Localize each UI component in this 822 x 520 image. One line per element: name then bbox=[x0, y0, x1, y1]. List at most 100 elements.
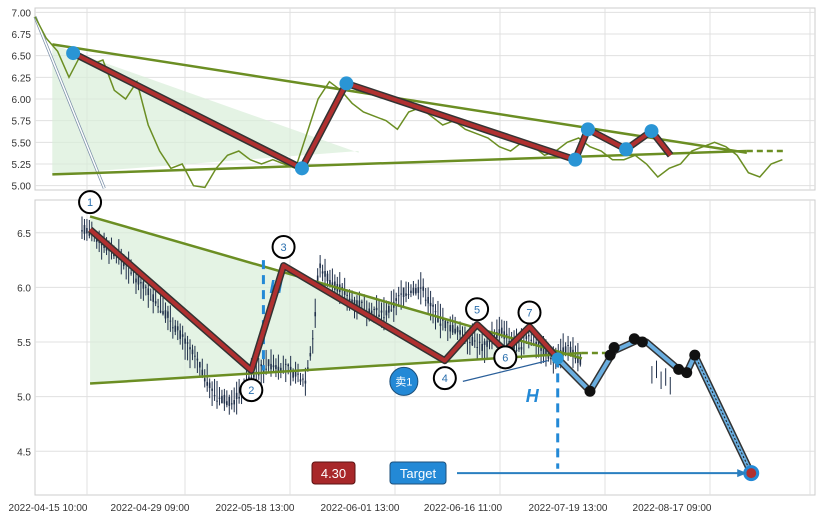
candle-body bbox=[289, 366, 292, 371]
candle-body bbox=[361, 301, 363, 304]
candle-body bbox=[518, 347, 520, 350]
candle-body bbox=[400, 293, 402, 295]
top-y-tick-label: 5.75 bbox=[12, 117, 32, 128]
top-triangle-fill bbox=[52, 44, 359, 175]
candle-body bbox=[270, 363, 272, 370]
candle-body bbox=[397, 295, 400, 297]
candle-body bbox=[287, 364, 290, 367]
candle-body bbox=[326, 273, 329, 282]
candle-body bbox=[265, 368, 267, 370]
candle-body bbox=[545, 348, 547, 355]
candle-body bbox=[515, 349, 518, 352]
candle-body bbox=[304, 380, 307, 384]
candle-body bbox=[451, 325, 454, 333]
candle-body bbox=[378, 314, 380, 317]
pivot-label: 6 bbox=[502, 352, 508, 364]
candle-body bbox=[454, 328, 456, 334]
candle-body bbox=[321, 271, 324, 274]
candle-body bbox=[410, 290, 412, 294]
candle-body bbox=[334, 281, 336, 290]
candle-body bbox=[390, 309, 393, 311]
candle-body bbox=[427, 296, 429, 304]
candle-body bbox=[228, 396, 231, 406]
sell-marker-label: 卖1 bbox=[395, 375, 412, 388]
candle-body bbox=[525, 336, 528, 340]
candle-body bbox=[206, 381, 208, 386]
candle-body bbox=[567, 344, 569, 346]
candle-body bbox=[476, 346, 479, 348]
top-zigzag-dot bbox=[644, 124, 659, 139]
candle-body bbox=[211, 388, 213, 391]
candle-body bbox=[459, 330, 461, 335]
target-badge-label: Target bbox=[400, 466, 437, 481]
candle-body bbox=[346, 294, 348, 296]
candle-body bbox=[137, 274, 140, 285]
candle-body bbox=[189, 347, 191, 350]
candle-body bbox=[329, 280, 331, 285]
top-y-tick-label: 5.25 bbox=[12, 160, 32, 171]
candle-body bbox=[444, 320, 447, 329]
pivot-label: 4 bbox=[442, 373, 448, 385]
price-badge: 4.30 bbox=[311, 461, 356, 485]
bottom-upper-trendline bbox=[89, 215, 583, 360]
candle-body bbox=[88, 232, 91, 236]
candle-body bbox=[562, 347, 564, 354]
candle-body bbox=[159, 310, 162, 313]
top-price-line bbox=[34, 16, 783, 189]
candle-body bbox=[422, 286, 425, 291]
candle-body bbox=[221, 395, 223, 404]
candle-body bbox=[216, 400, 218, 402]
candle-body bbox=[201, 369, 204, 376]
candle-body bbox=[140, 282, 142, 284]
x-tick-label: 2022-06-16 11:00 bbox=[424, 503, 503, 514]
candle-body bbox=[537, 338, 540, 347]
candle-body bbox=[471, 336, 474, 346]
candle-body bbox=[199, 361, 201, 368]
pivot-circle bbox=[465, 297, 490, 322]
candle-body bbox=[203, 378, 206, 382]
pivot-circle bbox=[271, 234, 296, 259]
candle-body bbox=[432, 304, 434, 307]
candle-body bbox=[145, 286, 147, 288]
candle-body bbox=[469, 342, 471, 344]
candle-body bbox=[380, 310, 383, 313]
top-zigzag-dot bbox=[339, 76, 354, 91]
candle-body bbox=[550, 357, 552, 360]
bottom-y-tick-label: 5.5 bbox=[17, 338, 31, 349]
target-arrow-head bbox=[737, 469, 748, 478]
candle-body bbox=[343, 290, 346, 295]
bottom-y-tick-label: 4.5 bbox=[17, 447, 31, 458]
candle-body bbox=[437, 316, 439, 323]
x-tick-label: 2022-04-15 10:00 bbox=[9, 503, 88, 514]
candle-body bbox=[230, 403, 233, 405]
pivot-label: 5 bbox=[474, 304, 480, 316]
x-tick-label: 2022-06-01 13:00 bbox=[321, 503, 400, 514]
top-zigzag-dot bbox=[568, 152, 583, 167]
candle-body bbox=[498, 329, 501, 334]
forecast-dot bbox=[608, 342, 620, 353]
candle-body bbox=[500, 327, 503, 334]
candle-body bbox=[417, 287, 420, 293]
candle-body bbox=[373, 308, 375, 310]
candle-body bbox=[412, 287, 415, 294]
candle-body bbox=[172, 327, 174, 329]
candle-body bbox=[284, 363, 287, 365]
x-tick-label: 2022-04-29 09:00 bbox=[111, 503, 190, 514]
candle-body bbox=[314, 312, 317, 317]
candle-body bbox=[520, 347, 523, 350]
pivot-circle bbox=[432, 366, 457, 391]
sell-arrow-line bbox=[462, 360, 548, 382]
pivot-circle bbox=[239, 378, 264, 403]
annotation-overlays: 4.30 Target bbox=[311, 461, 447, 485]
candle-body bbox=[388, 306, 390, 313]
top-zigzag-dot bbox=[619, 142, 634, 157]
candle-body bbox=[527, 334, 530, 337]
candle-body bbox=[218, 397, 221, 399]
candle-body bbox=[309, 352, 312, 357]
candle-body bbox=[385, 310, 388, 316]
candle-body bbox=[194, 355, 196, 357]
candle-body bbox=[253, 374, 255, 378]
candle-body bbox=[257, 374, 260, 376]
candle-body bbox=[154, 301, 157, 304]
candle-body bbox=[486, 340, 488, 347]
